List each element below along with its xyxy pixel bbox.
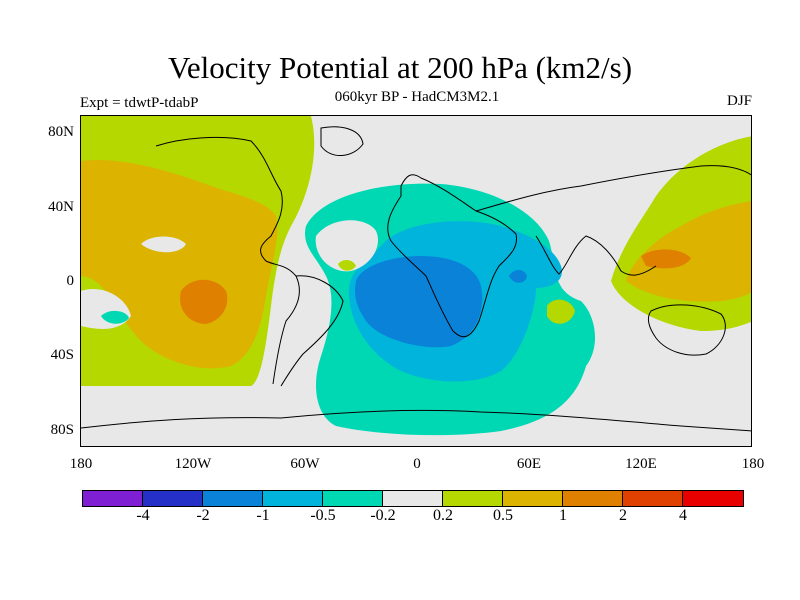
lon-label-60e: 60E — [516, 456, 542, 472]
season-label: DJF — [726, 93, 752, 109]
lat-label-80s: 80S — [50, 422, 74, 438]
map-panel — [80, 115, 752, 447]
coast-europe-africa — [387, 174, 518, 338]
colorbar — [82, 490, 744, 507]
contour-neg-1 — [355, 256, 483, 348]
colorbar-label: -2 — [196, 507, 210, 524]
colorbar-label: -0.2 — [370, 507, 396, 524]
colorbar-swatch-7 — [503, 491, 563, 506]
coastlines — [81, 126, 751, 432]
colorbar-swatch-10 — [683, 491, 743, 506]
colorbar-label: -4 — [136, 507, 150, 524]
contour-neg-pocket-pacific — [101, 310, 129, 324]
colorbar-label: 0.5 — [493, 507, 513, 524]
coast-asia — [475, 165, 751, 212]
colorbar-swatch-8 — [563, 491, 623, 506]
contour-pos-1-east-pacific — [180, 279, 228, 324]
coast-north-america — [155, 136, 300, 385]
colorbar-swatch-6 — [443, 491, 503, 506]
lat-label-0: 0 — [66, 273, 75, 289]
colorbar-swatch-0 — [83, 491, 143, 506]
coast-south-america — [280, 275, 344, 387]
contour-neg-0.2-northeast — [351, 198, 421, 222]
contour-neutral-pacific-a — [141, 236, 186, 253]
lon-label-60w: 60W — [290, 456, 320, 472]
colorbar-swatch-2 — [203, 491, 263, 506]
lon-label-120w: 120W — [174, 456, 212, 472]
contour-pos-0.5-east — [626, 201, 751, 302]
lon-label-180e: 180 — [741, 456, 765, 472]
coast-australia — [648, 304, 726, 356]
colorbar-label: -0.5 — [310, 507, 336, 524]
lon-label-0: 0 — [413, 456, 421, 472]
contour-pos-1-west-pacific — [641, 249, 691, 269]
map-title: Velocity Potential at 200 hPa (km2/s) — [167, 50, 633, 85]
colorbar-label: 2 — [619, 507, 627, 524]
colorbar-swatch-3 — [263, 491, 323, 506]
map-subtitle: 060kyr BP - HadCM3M2.1 — [334, 89, 500, 105]
lat-label-40s: 40S — [50, 347, 74, 363]
contour-pos-0.2-atlantic-small — [338, 260, 356, 271]
contour-neg-1-east — [509, 270, 527, 283]
coast-antarctica — [81, 409, 751, 432]
lat-label-80n: 80N — [48, 124, 74, 140]
colorbar-swatch-9 — [623, 491, 683, 506]
coast-india-se-asia — [535, 235, 657, 276]
lon-label-180w: 180 — [69, 456, 93, 472]
colorbar-label: 4 — [679, 507, 687, 524]
contour-pos-0.2-indian-small — [547, 299, 575, 324]
contour-neg-1-north — [411, 260, 426, 272]
velocity-potential-map — [81, 116, 751, 436]
colorbar-label: -1 — [256, 507, 270, 524]
colorbar-swatch-4 — [323, 491, 383, 506]
coast-greenland — [320, 126, 364, 156]
colorbar-swatch-5 — [383, 491, 443, 506]
experiment-label: Expt = tdwtP-tdabP — [80, 95, 199, 111]
colorbar-label: 1 — [559, 507, 567, 524]
colorbar-label: 0.2 — [433, 507, 453, 524]
lat-label-40n: 40N — [48, 199, 74, 215]
colorbar-swatch-1 — [143, 491, 203, 506]
contour-neutral-atlantic — [315, 220, 379, 272]
lon-label-120e: 120E — [625, 456, 657, 472]
